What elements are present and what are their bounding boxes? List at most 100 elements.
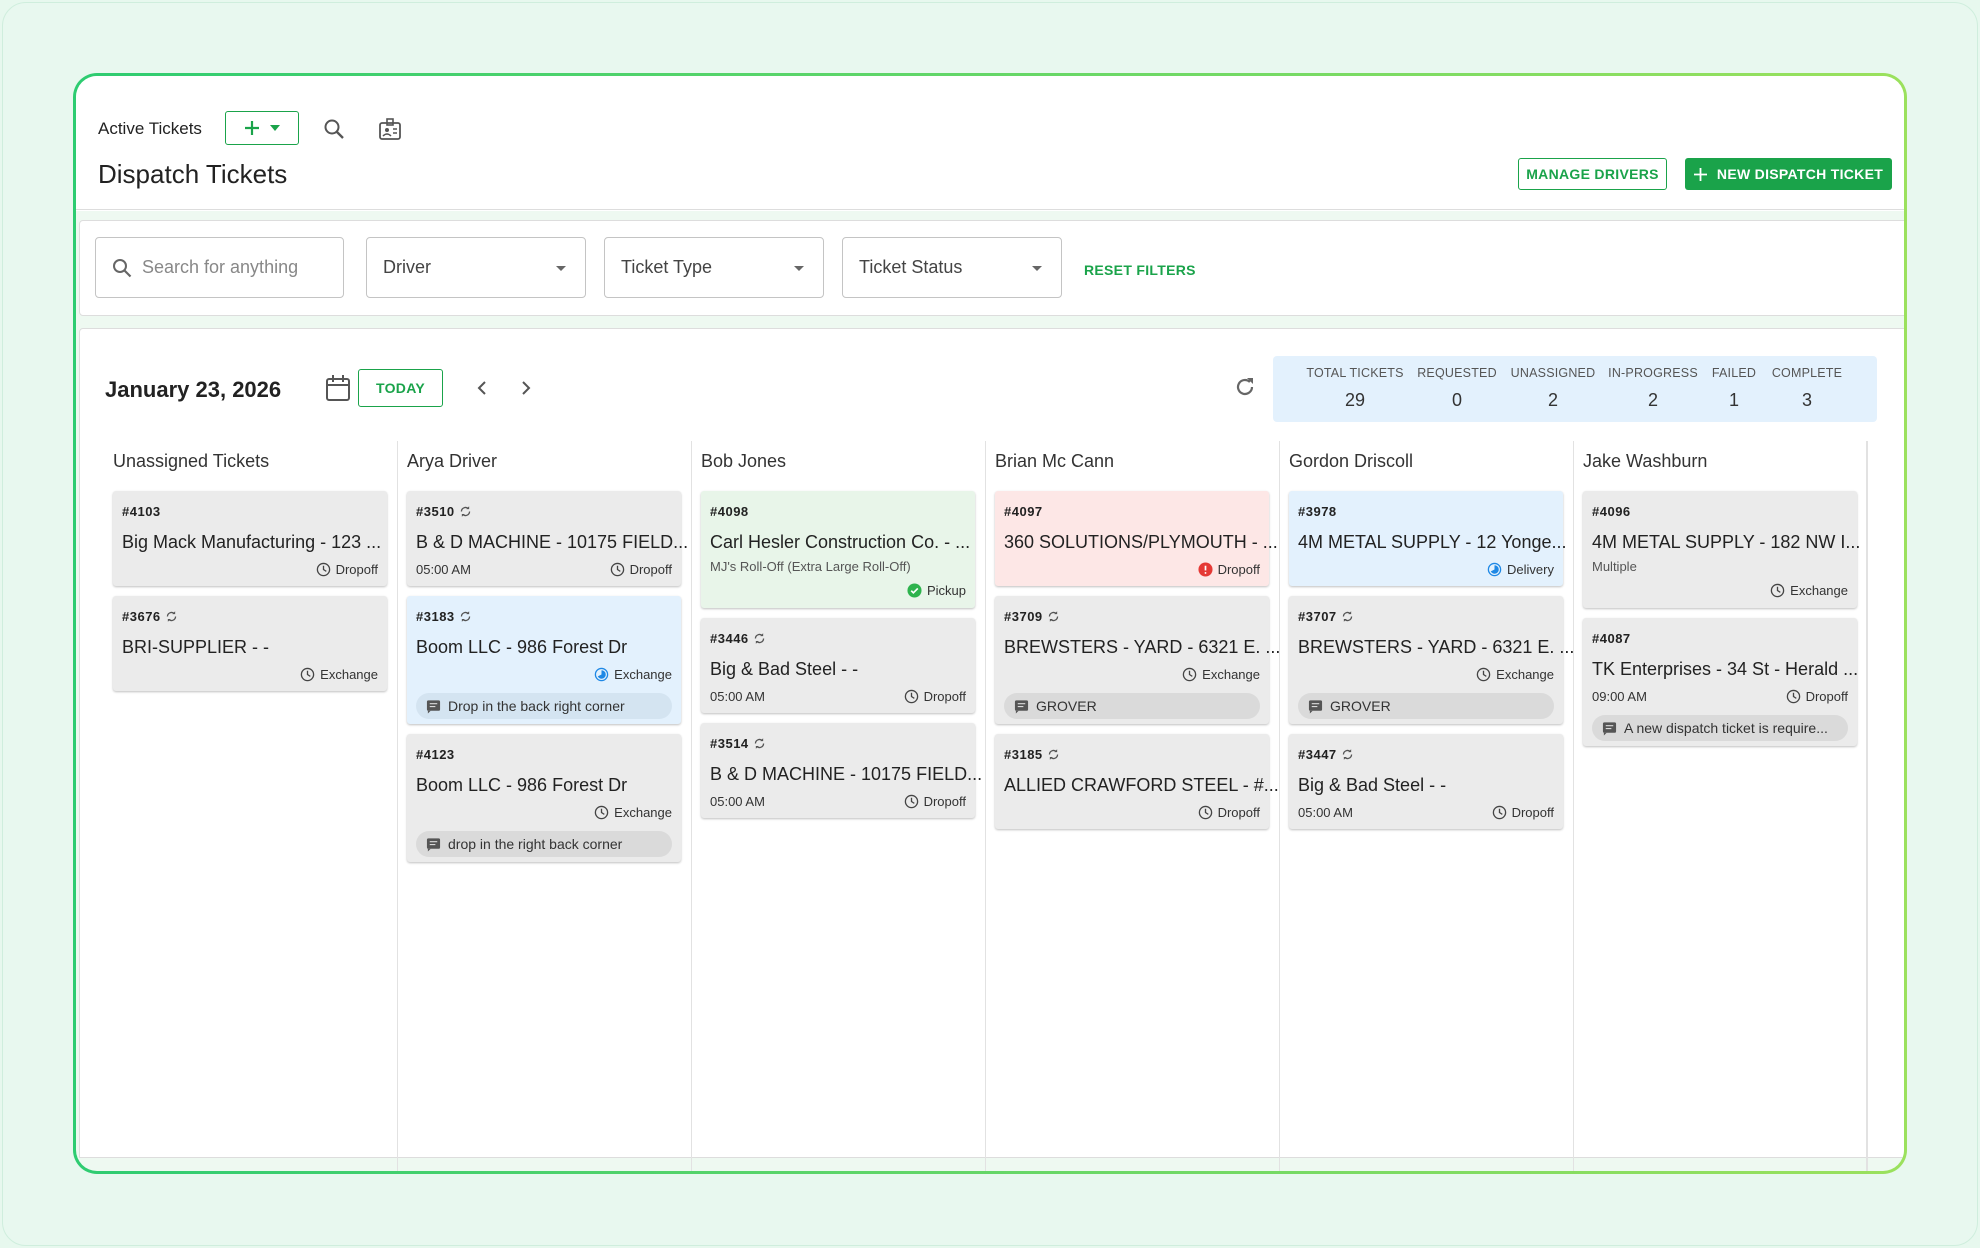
ticket-number-row: #4098 xyxy=(710,504,749,519)
ticket-footer: Exchange xyxy=(1004,667,1260,682)
column-header: Bob Jones xyxy=(701,451,787,471)
ticket-footer: Pickup xyxy=(710,583,966,598)
ticket-card[interactable]: #4123 Boom LLC - 986 Forest Dr Exchange dro… xyxy=(407,734,681,862)
ticket-title: B & D MACHINE - 10175 FIELD... xyxy=(710,764,983,784)
ticket-type: Exchange xyxy=(594,805,672,820)
dropdown[interactable]: Ticket Type xyxy=(604,237,824,298)
recurring-icon xyxy=(1048,611,1058,622)
ticket-card[interactable]: #4103 Big Mack Manufacturing - 123 ... Dro… xyxy=(113,491,387,586)
ticket-number-row: #4103 xyxy=(122,504,161,519)
ticket-time: 05:00 AM xyxy=(710,689,765,704)
ticket-number: #4087 xyxy=(1592,631,1631,646)
add-menu[interactable] xyxy=(225,111,299,145)
ticket-footer: Dropoff xyxy=(122,562,378,577)
ticket-title: Big Mack Manufacturing - 123 ... xyxy=(122,532,382,552)
ticket-title: Big & Bad Steel - - xyxy=(710,659,859,679)
ticket-number: #4103 xyxy=(122,504,161,519)
ticket-time: 05:00 AM xyxy=(1298,805,1353,820)
board-date: January 23, 2026 xyxy=(105,377,282,402)
ticket-type: Dropoff xyxy=(316,562,378,577)
plus-icon xyxy=(1693,167,1707,181)
ticket-footer: Exchange xyxy=(1298,667,1554,682)
type-icon xyxy=(1198,805,1212,820)
stat-label: FAILED xyxy=(1711,366,1757,380)
ticket-card[interactable]: #3510 B & D MACHINE - 10175 FIELD... 05:00… xyxy=(407,491,688,586)
ticket-number: #3676 xyxy=(122,609,161,624)
column-header: Unassigned Tickets xyxy=(113,451,270,471)
column-header: Arya Driver xyxy=(407,451,498,471)
stat: UNASSIGNED 2 xyxy=(1511,366,1596,411)
stat-value: 3 xyxy=(1801,390,1812,410)
column-header: Brian Mc Cann xyxy=(995,451,1115,471)
next-button[interactable] xyxy=(520,380,532,396)
ticket-title: BRI-SUPPLIER - - xyxy=(122,637,270,657)
ticket-card[interactable]: #4087 TK Enterprises - 34 St - Herald ...… xyxy=(1583,618,1858,746)
ticket-card[interactable]: #3185 ALLIED CRAWFORD STEEL - #... Dropoff xyxy=(995,734,1279,829)
ticket-title: B & D MACHINE - 10175 FIELD... xyxy=(416,532,689,552)
new-ticket-button[interactable]: NEW DISPATCH TICKET xyxy=(1685,158,1892,190)
ticket-type: Dropoff xyxy=(610,562,672,577)
ticket-number: #3514 xyxy=(710,736,749,751)
search-icon[interactable] xyxy=(323,118,345,140)
plus-icon xyxy=(245,121,259,135)
stat-value: 0 xyxy=(1451,390,1462,410)
ticket-subtitle: Multiple xyxy=(1592,559,1637,574)
filter-bar: Search for anything Driver Ticket Type Tic… xyxy=(79,220,1904,316)
column-divider xyxy=(1866,441,1867,1171)
dropdown-label: Ticket Type xyxy=(621,257,713,277)
ticket-number: #3510 xyxy=(416,504,455,519)
ticket-number: #3709 xyxy=(1004,609,1043,624)
stat-value: 2 xyxy=(1647,390,1658,410)
ticket-note: A new dispatch ticket is require... xyxy=(1592,715,1848,741)
note-text: GROVER xyxy=(1036,698,1097,714)
ticket-type-label: Dropoff xyxy=(923,689,966,704)
ticket-note: drop in the right back corner xyxy=(416,831,672,857)
ticket-card[interactable]: #4096 4M METAL SUPPLY - 182 NW I... Multip… xyxy=(1583,491,1860,608)
ticket-card[interactable]: #3709 BREWSTERS - YARD - 6321 E. ... Excha… xyxy=(995,596,1280,724)
driver-column: Unassigned Tickets #4103 Big Mack Manufact… xyxy=(104,441,398,1171)
calendar-icon[interactable] xyxy=(325,374,351,402)
ticket-footer: Exchange xyxy=(416,667,672,682)
manage-drivers-button[interactable]: MANAGE DRIVERS xyxy=(1518,158,1667,190)
ticket-card[interactable]: #3707 BREWSTERS - YARD - 6321 E. ... Excha… xyxy=(1289,596,1574,724)
dropdown[interactable]: Ticket Status xyxy=(842,237,1062,298)
ticket-number: #3185 xyxy=(1004,747,1043,762)
ticket-type: Dropoff xyxy=(1786,689,1848,704)
ticket-card[interactable]: #3978 4M METAL SUPPLY - 12 Yonge... Delive… xyxy=(1289,491,1567,586)
badge-icon[interactable] xyxy=(378,117,402,141)
ticket-footer: Delivery xyxy=(1298,562,1554,577)
page-title: Dispatch Tickets xyxy=(98,159,288,189)
type-icon xyxy=(1786,689,1800,704)
ticket-number-row: #3514 xyxy=(710,736,766,751)
today-button[interactable]: TODAY xyxy=(358,369,443,407)
type-icon xyxy=(610,562,624,577)
ticket-card[interactable]: #3676 BRI-SUPPLIER - - Exchange xyxy=(113,596,387,691)
recurring-icon xyxy=(754,738,764,749)
refresh-icon[interactable] xyxy=(1234,376,1256,398)
ticket-card[interactable]: #4098 Carl Hesler Construction Co. - ... M… xyxy=(701,491,975,608)
type-icon xyxy=(904,689,918,704)
ticket-title: 4M METAL SUPPLY - 12 Yonge... xyxy=(1298,532,1567,552)
stat-label: COMPLETE xyxy=(1771,366,1843,380)
ticket-title: 360 SOLUTIONS/PLYMOUTH - ... xyxy=(1004,532,1278,552)
prev-button[interactable] xyxy=(476,380,488,396)
reset-filters[interactable]: RESET FILTERS xyxy=(1084,262,1196,278)
stat: IN-PROGRESS 2 xyxy=(1608,366,1698,411)
search-input[interactable]: Search for anything xyxy=(95,237,344,298)
ticket-type-label: Exchange xyxy=(1496,667,1554,682)
ticket-card[interactable]: #4097 360 SOLUTIONS/PLYMOUTH - ... Dropoff xyxy=(995,491,1278,586)
type-icon xyxy=(300,667,315,682)
ticket-card[interactable]: #3514 B & D MACHINE - 10175 FIELD... 05:00… xyxy=(701,723,982,818)
dropdown[interactable]: Driver xyxy=(366,237,586,298)
ticket-footer: Exchange xyxy=(1592,583,1848,598)
stat-label: REQUESTED xyxy=(1417,366,1497,380)
ticket-title: Boom LLC - 986 Forest Dr xyxy=(416,775,628,795)
ticket-number-row: #3709 xyxy=(1004,609,1060,624)
ticket-number: #3978 xyxy=(1298,504,1337,519)
ticket-card[interactable]: #3183 Boom LLC - 986 Forest Dr Exchange Dro… xyxy=(407,596,681,724)
stat-label: IN-PROGRESS xyxy=(1608,366,1698,380)
button-label: NEW DISPATCH TICKET xyxy=(1716,166,1884,182)
ticket-type: Exchange xyxy=(594,667,672,682)
ticket-card[interactable]: #3447 Big & Bad Steel - - 05:00 AM Dropoff xyxy=(1289,734,1563,829)
ticket-card[interactable]: #3446 Big & Bad Steel - - 05:00 AM Dropoff xyxy=(701,618,975,713)
